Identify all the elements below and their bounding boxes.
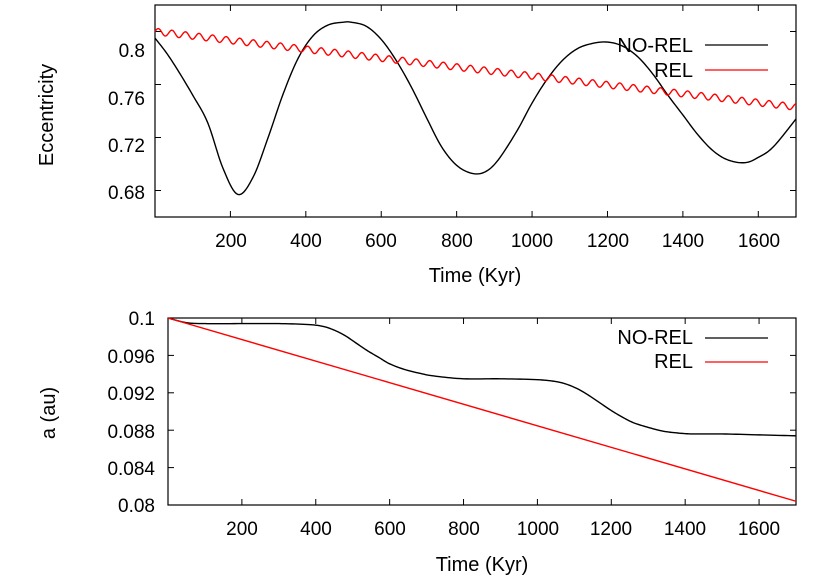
- ytick-label: 0.092: [107, 384, 155, 405]
- legend-label: REL: [654, 351, 693, 373]
- xtick-label: 1400: [664, 519, 706, 540]
- semi-major-axis-plot-frame: [167, 317, 797, 506]
- ytick-label: 0.1: [129, 309, 155, 330]
- series-line-no-rel: [167, 317, 797, 437]
- xtick-label: 600: [365, 231, 397, 252]
- xtick-label: 200: [226, 519, 258, 540]
- x-axis-title: Time (Kyr): [429, 265, 522, 287]
- xtick-label: 1600: [738, 519, 780, 540]
- series-line-rel: [167, 317, 797, 502]
- xtick-label: 1000: [517, 519, 559, 540]
- xtick-label: 800: [441, 231, 473, 252]
- legend-label: REL: [654, 60, 693, 82]
- legend: NO-REL REL: [617, 327, 768, 373]
- ytick-label: 0.68: [108, 183, 145, 204]
- legend: NO-REL REL: [617, 35, 768, 82]
- ytick-label: 0.76: [108, 89, 145, 110]
- semi-major-axis-chart: 0.08 0.084 0.088 0.092 0.096 0.1 200 400…: [38, 309, 797, 576]
- xtick-label: 200: [215, 231, 247, 252]
- eccentricity-plot-frame: [154, 4, 797, 218]
- series-line-no-rel: [154, 21, 797, 196]
- xtick-label: 1000: [511, 231, 553, 252]
- xtick-label: 1200: [587, 231, 629, 252]
- xtick-label: 1400: [662, 231, 704, 252]
- ytick-label: 0.08: [118, 496, 155, 517]
- ytick-label: 0.084: [107, 459, 155, 480]
- ytick-label: 0.088: [107, 422, 155, 443]
- ytick-label: 0.096: [107, 347, 155, 368]
- eccentricity-chart: 0.68 0.72 0.76 0.8 200 400 600 800 1000 …: [36, 4, 797, 287]
- xtick-label: 800: [448, 519, 480, 540]
- ytick-label: 0.8: [119, 41, 145, 62]
- y-axis-title: Eccentricity: [36, 64, 58, 166]
- xtick-label: 400: [290, 231, 322, 252]
- xtick-label: 1600: [738, 231, 780, 252]
- x-axis-title: Time (Kyr): [436, 554, 529, 576]
- legend-label: NO-REL: [617, 35, 693, 57]
- legend-label: NO-REL: [617, 327, 693, 349]
- xtick-label: 600: [374, 519, 406, 540]
- xtick-label: 400: [300, 519, 332, 540]
- ytick-label: 0.72: [108, 136, 145, 157]
- y-axis-title: a (au): [38, 387, 60, 439]
- xtick-label: 1200: [590, 519, 632, 540]
- series-line-rel: [154, 27, 797, 111]
